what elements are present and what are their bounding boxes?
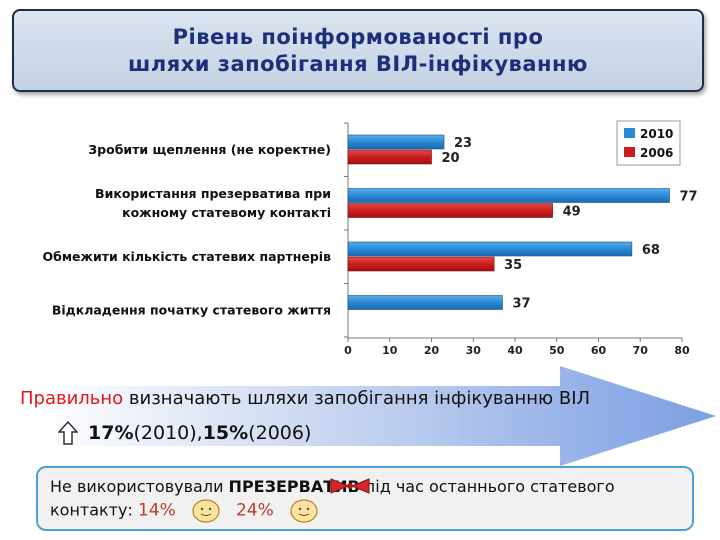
up-arrow-icon [58,421,78,445]
note-percent-2010: 14% [137,500,176,521]
note-line-1: Не використовували ПРЕЗЕРВАТИВ під час о… [50,476,680,498]
x-tick-label: 0 [344,344,352,357]
years-line: 17% (2010), 15% (2006) [58,421,311,445]
x-tick-label: 10 [382,344,398,357]
category-label: Використання презерватива при [95,186,331,201]
data-label: 23 [454,136,472,151]
category-label: кожному статевому контакті [122,205,331,220]
x-tick-label: 20 [424,344,440,357]
condom-note-box: Не використовували ПРЕЗЕРВАТИВ під час о… [36,466,694,531]
arrow-banner [40,366,716,466]
data-label: 68 [642,243,660,258]
legend-swatch [624,128,635,138]
note-contact-label: контакту: [50,500,133,520]
percent-2006: 15% [202,422,249,444]
arrow-text: Правильно визначають шляхи запобігання і… [20,388,660,409]
title-box: Рівень поінформованості про шляхи запобі… [12,9,704,92]
category-label: Зробити щеплення (не коректне) [88,142,331,157]
x-tick-label: 60 [591,344,607,357]
category-label: Обмежити кількість статевих партнерів [42,249,331,264]
bar-2006 [347,149,432,165]
title-line-2: шляхи запобігання ВІЛ-інфікуванню [128,51,588,76]
category-label: Відкладення початку статевого життя [52,303,331,318]
percent-2010: 17% [88,422,134,444]
arrow-text-rest: визначають шляхи запобігання інфікуванню… [123,388,591,409]
data-label: 20 [442,151,460,166]
year-2006-text: (2006) [248,422,312,444]
note-text-after: під час останнього статевого [359,477,615,496]
bar-2006 [347,256,495,272]
title-line-1: Рівень поінформованості про [172,24,544,49]
bar-2010 [347,295,503,310]
bar-2006 [347,203,553,218]
year-2010-text: (2010), [133,422,203,444]
data-label: 37 [512,297,530,312]
bar-2010 [347,241,633,257]
data-label: 77 [679,190,697,205]
x-tick-label: 40 [507,344,523,357]
x-tick-label: 80 [674,344,690,357]
bar-chart: 0 10 20 30 40 50 60 70 80 Зробити щеплення (не к… [42,120,698,357]
note-percent-2006: 24% [235,500,274,521]
bow-icon [330,478,370,494]
chart-legend: 2010 2006 [616,120,681,166]
note-text-before: Не використовували [50,477,229,496]
data-label: 35 [504,258,522,273]
bar-2010 [347,134,445,150]
smiley-icon [192,499,220,523]
x-tick-label: 70 [633,344,649,357]
correct-word: Правильно [20,388,124,409]
legend-label: 2010 [640,127,673,141]
x-tick-label: 50 [549,344,565,357]
smiley-with-bow-icon [290,499,318,523]
bar-2010 [347,188,670,203]
x-tick-label: 30 [466,344,482,357]
legend-swatch [624,147,635,157]
legend-label: 2006 [640,146,673,160]
condom-word: ПРЕЗЕРВАТИВ [228,477,360,496]
note-line-2: контакту: 14% 24% [50,498,680,524]
data-label: 49 [563,205,581,220]
